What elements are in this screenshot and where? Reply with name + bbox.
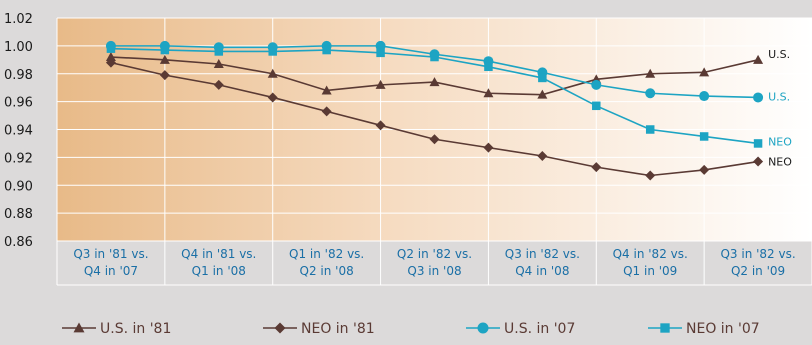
x-category-label: Q3 in '81 vs. [73,247,148,261]
x-axis: Q3 in '81 vs. Q4 in '07 Q4 in '81 vs. Q1 in… [73,247,795,278]
triangle-marker [321,85,332,95]
diamond-marker [375,120,386,131]
legend-label: NEO in '07 [686,321,760,337]
x-category-label: Q1 in '08 [192,264,246,278]
end-labels: U.S. NEO U.S. NEO [768,48,792,169]
diamond-marker [267,92,278,103]
gridlines [56,17,812,286]
series-end-label: U.S. [768,90,790,103]
x-category-label: Q2 in '82 vs. [397,247,472,261]
triangle-marker [159,54,170,64]
square-marker [484,62,493,72]
square-marker [538,73,547,83]
triangle-marker [753,54,764,64]
x-category-label: Q2 in '09 [731,264,785,278]
square-marker [753,139,763,148]
circle-marker [375,40,386,51]
diamond-marker [213,79,224,90]
x-category-label: Q3 in '82 vs. [720,247,795,261]
diamond-marker [321,106,332,117]
square-marker [699,132,709,141]
circle-marker [477,322,489,334]
x-category-label: Q2 in '08 [300,264,354,278]
square-marker [106,44,116,53]
legend: U.S. in '81 NEO in '81 U.S. in '07 NEO in '… [62,321,760,337]
square-marker [160,45,170,55]
x-category-label: Q4 in '81 vs. [181,247,256,261]
square-marker [268,47,277,56]
triangle-marker [537,89,548,99]
y-tick-label: 0.86 [4,235,33,250]
square-marker [660,323,670,333]
triangle-marker [699,67,710,77]
y-tick-label: 0.94 [4,124,33,139]
legend-label: U.S. in '07 [504,321,575,337]
x-category-label: Q1 in '09 [623,264,677,278]
square-marker [214,47,224,56]
diamond-marker [159,70,170,81]
legend-label: NEO in '81 [301,321,375,337]
y-tick-label: 0.90 [4,179,33,194]
y-tick-label: 0.98 [4,68,33,83]
diamond-marker [274,322,286,334]
circle-marker [699,91,710,102]
square-marker [430,52,439,62]
circle-marker [591,79,602,90]
diamond-marker [429,134,440,145]
x-category-label: Q3 in '82 vs. [505,247,580,261]
triangle-marker [213,58,224,68]
triangle-marker [483,88,494,98]
diamond-marker [645,170,656,181]
diamond-marker [753,156,764,167]
diamond-marker [483,142,494,153]
diamond-marker [537,150,548,161]
series-end-label: U.S. [768,48,790,61]
x-category-label: Q3 in '08 [407,264,461,278]
square-marker [645,125,655,134]
series-end-label: NEO [768,135,792,148]
series-markers [105,40,764,181]
circle-marker [753,92,764,103]
y-tick-label: 0.92 [4,151,33,166]
y-tick-label: 1.00 [4,40,33,55]
triangle-marker [105,52,116,62]
diamond-marker [591,162,602,173]
y-axis: 1.02 1.00 0.98 0.96 0.94 0.92 0.90 0.88 0.86 [4,12,33,250]
triangle-marker [267,68,278,78]
y-tick-label: 0.96 [4,96,33,111]
triangle-marker [375,79,386,89]
triangle-marker [429,77,440,87]
triangle-marker [73,322,85,333]
diamond-marker [699,164,710,175]
x-category-label: Q4 in '07 [84,264,138,278]
x-category-label: Q4 in '08 [515,264,569,278]
circle-marker [645,88,656,99]
diamond-marker [105,57,116,68]
y-tick-label: 0.88 [4,207,33,222]
y-tick-label: 1.02 [4,12,33,27]
legend-label: U.S. in '81 [100,321,171,337]
x-category-label: Q1 in '82 vs. [289,247,364,261]
triangle-marker [645,68,656,78]
square-marker [592,101,601,111]
x-category-label: Q4 in '82 vs. [613,247,688,261]
series-end-label: NEO [768,156,792,169]
square-marker [376,48,385,58]
square-marker [322,45,331,55]
